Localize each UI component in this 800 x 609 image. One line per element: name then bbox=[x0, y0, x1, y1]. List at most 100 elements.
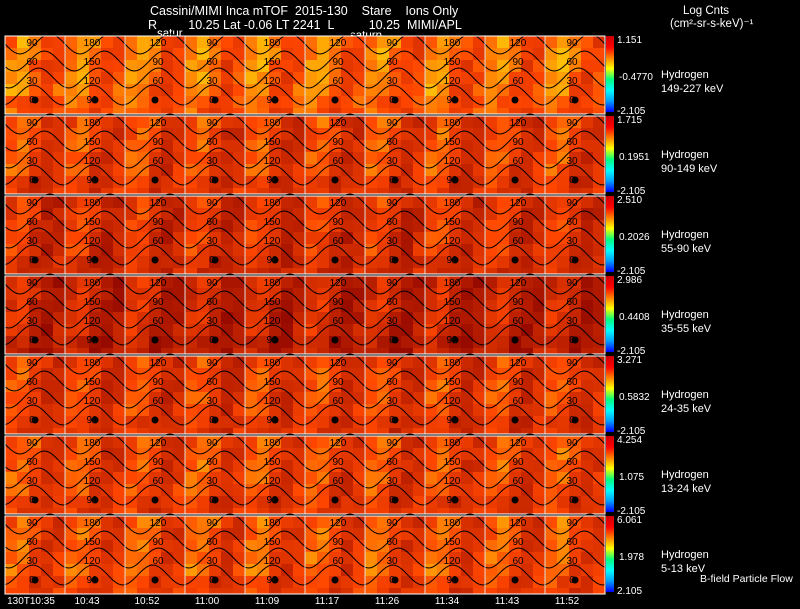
heat-cell bbox=[413, 348, 425, 354]
heat-cell bbox=[89, 540, 101, 552]
heat-cell bbox=[29, 448, 41, 460]
heat-cell bbox=[89, 368, 101, 380]
contour-label: 30 bbox=[206, 396, 218, 407]
heat-cell bbox=[581, 164, 593, 176]
heat-cell bbox=[53, 116, 65, 128]
heat-cell bbox=[389, 356, 401, 368]
contour-label: 90 bbox=[206, 438, 218, 449]
heat-cell bbox=[413, 448, 425, 460]
heat-cell bbox=[365, 268, 377, 274]
heat-cell bbox=[65, 552, 77, 564]
heat-cell bbox=[113, 60, 125, 72]
heat-cell bbox=[509, 128, 521, 140]
contour-line bbox=[364, 50, 426, 72]
heat-cell bbox=[293, 528, 305, 540]
heat-cell bbox=[161, 36, 173, 48]
contour-line bbox=[544, 404, 606, 426]
heat-cell bbox=[521, 220, 533, 232]
heat-cell bbox=[149, 392, 161, 404]
heat-cell bbox=[497, 356, 509, 368]
contour-label: 0 bbox=[29, 495, 35, 506]
heat-cell bbox=[449, 288, 461, 300]
heat-cell bbox=[65, 84, 77, 96]
heat-cell bbox=[341, 516, 353, 528]
contour-line bbox=[184, 450, 246, 472]
heat-cell bbox=[449, 72, 461, 84]
heat-cell bbox=[173, 324, 185, 336]
heat-cell bbox=[113, 312, 125, 324]
heat-cell bbox=[413, 140, 425, 152]
heat-cell bbox=[113, 140, 125, 152]
heat-cell bbox=[461, 60, 473, 72]
heat-cell bbox=[5, 288, 17, 300]
heat-cell bbox=[521, 356, 533, 368]
heat-cell bbox=[557, 576, 569, 588]
colorbar-min-label: -2.105 bbox=[617, 106, 646, 117]
heat-cell bbox=[185, 268, 197, 274]
heat-cell bbox=[149, 348, 161, 354]
heat-cell bbox=[461, 588, 473, 594]
field-marker bbox=[331, 96, 339, 104]
heat-cell bbox=[89, 436, 101, 448]
contour-line bbox=[4, 244, 66, 266]
heat-cell bbox=[545, 368, 557, 380]
heat-cell bbox=[509, 232, 521, 244]
heat-cell bbox=[449, 196, 461, 208]
heat-cell bbox=[581, 196, 593, 208]
heat-cell bbox=[545, 268, 557, 274]
heat-cell bbox=[221, 188, 233, 194]
heat-cell bbox=[317, 576, 329, 588]
heat-cell bbox=[293, 208, 305, 220]
heat-cell bbox=[185, 368, 197, 380]
contour-label: 90 bbox=[26, 438, 38, 449]
heat-cell bbox=[341, 256, 353, 268]
heat-cell bbox=[125, 528, 137, 540]
heat-cell bbox=[185, 48, 197, 60]
heat-cell bbox=[101, 508, 113, 514]
heat-cell bbox=[341, 196, 353, 208]
heat-cell bbox=[473, 232, 485, 244]
heat-cell bbox=[65, 164, 77, 176]
heat-cell bbox=[593, 220, 605, 232]
heat-cell bbox=[401, 152, 413, 164]
heat-cell bbox=[425, 196, 437, 208]
heat-cell bbox=[425, 152, 437, 164]
heat-cell bbox=[245, 516, 257, 528]
field-marker bbox=[271, 416, 279, 424]
contour-line bbox=[64, 530, 126, 552]
contour-line bbox=[64, 387, 126, 409]
heat-cell bbox=[569, 152, 581, 164]
contour-line bbox=[484, 273, 546, 295]
contour-line bbox=[364, 484, 426, 506]
heat-cell bbox=[209, 436, 221, 448]
heat-cell bbox=[53, 208, 65, 220]
heat-cell bbox=[401, 404, 413, 416]
heat-cell bbox=[293, 140, 305, 152]
heat-cell bbox=[89, 552, 101, 564]
heat-cell bbox=[329, 116, 341, 128]
contour-label: 120 bbox=[444, 476, 461, 487]
heat-cell bbox=[197, 36, 209, 48]
contour-label: 180 bbox=[444, 358, 461, 369]
contour-label: 120 bbox=[84, 236, 101, 247]
contour-line bbox=[64, 33, 126, 55]
contour-line bbox=[124, 50, 186, 72]
panel-border bbox=[4, 275, 606, 355]
heat-cell bbox=[245, 484, 257, 496]
heat-cell bbox=[341, 244, 353, 256]
heat-cell bbox=[497, 348, 509, 354]
contour-line bbox=[4, 467, 66, 489]
heat-cell bbox=[461, 232, 473, 244]
heat-cell bbox=[125, 516, 137, 528]
heat-cell bbox=[161, 484, 173, 496]
heat-cell bbox=[29, 140, 41, 152]
heat-cell bbox=[29, 128, 41, 140]
heat-cell bbox=[401, 164, 413, 176]
colorbar-max-label: 2.986 bbox=[617, 275, 642, 286]
heat-cell bbox=[17, 348, 29, 354]
heat-cell bbox=[425, 244, 437, 256]
contour-label: 150 bbox=[84, 377, 101, 388]
heat-cell bbox=[581, 496, 593, 508]
contour-line bbox=[184, 433, 246, 455]
heat-cell bbox=[149, 108, 161, 114]
